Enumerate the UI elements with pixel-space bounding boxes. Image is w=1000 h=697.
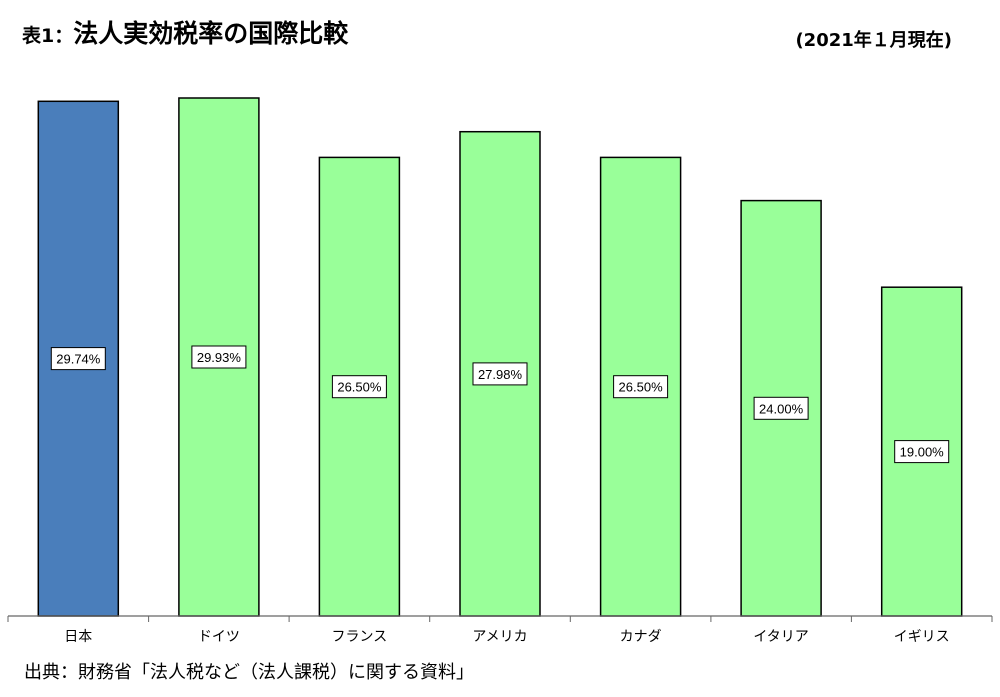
data-label-2: 26.50% — [337, 380, 382, 395]
chart-title: 表1：法人実効税率の国際比較 — [22, 14, 348, 50]
data-label-6: 19.00% — [900, 445, 945, 460]
category-label-2: フランス — [332, 629, 388, 645]
data-label-1: 29.93% — [197, 350, 242, 365]
data-label-box-0 — [50, 347, 106, 371]
data-label-5: 24.00% — [759, 401, 804, 416]
source-note: 出典：財務省「法人税など（法人課税）に関する資料」 — [24, 662, 474, 683]
data-label-box-5 — [753, 396, 809, 420]
title-main: 法人実効税率の国際比較 — [73, 19, 349, 48]
data-label-box-3 — [472, 362, 528, 386]
data-label-0: 29.74% — [56, 352, 101, 367]
data-label-4: 26.50% — [619, 380, 664, 395]
category-label-5: イタリア — [753, 629, 808, 645]
data-label-box-1 — [191, 345, 247, 369]
category-label-4: カナダ — [620, 629, 662, 645]
data-label-box-6 — [894, 440, 950, 464]
category-label-0: 日本 — [64, 629, 92, 645]
date-note: (2021年１月現在) — [795, 30, 952, 51]
data-label-box-4 — [613, 375, 669, 399]
category-label-3: アメリカ — [472, 629, 527, 645]
data-label-box-2 — [331, 375, 387, 399]
title-prefix: 表1： — [22, 25, 74, 47]
category-label-1: ドイツ — [198, 629, 240, 645]
data-label-3: 27.98% — [478, 367, 523, 382]
category-label-6: イギリス — [894, 629, 950, 645]
